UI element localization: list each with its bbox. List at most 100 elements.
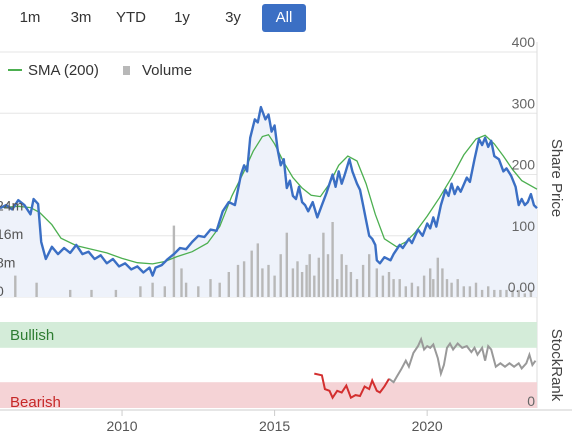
volume-bar xyxy=(349,272,353,297)
volume-bar xyxy=(308,254,311,297)
volume-bar xyxy=(368,254,371,297)
volume-bar xyxy=(517,289,520,297)
tab-all[interactable]: All xyxy=(262,4,306,32)
volume-bar xyxy=(261,268,264,297)
tab-1y[interactable]: 1y xyxy=(174,9,190,26)
tab-3m[interactable]: 3m xyxy=(70,9,92,26)
volume-bar xyxy=(184,282,188,297)
volume-bar xyxy=(242,261,246,297)
volume-bar xyxy=(180,268,183,297)
volume-bar xyxy=(456,279,459,297)
volume-bar xyxy=(523,293,526,297)
volume-bar xyxy=(422,275,426,297)
volume-bar xyxy=(505,289,508,297)
volume-bar xyxy=(468,286,472,297)
stockrank-line xyxy=(388,336,537,384)
x-tick-label: 2020 xyxy=(412,418,443,434)
price-tick-label: 100 xyxy=(512,218,536,234)
volume-bar xyxy=(197,286,200,297)
volume-bar xyxy=(279,254,282,297)
volume-bar xyxy=(114,289,118,297)
volume-bar xyxy=(14,275,17,297)
volume-bar xyxy=(227,272,230,297)
volume-bar xyxy=(172,225,176,297)
volume-bar xyxy=(317,257,320,297)
volume-bar xyxy=(429,268,432,297)
volume-bar xyxy=(151,282,154,297)
volume-bar xyxy=(345,264,348,297)
price-tick-label: 400 xyxy=(512,34,536,50)
volume-bar xyxy=(529,289,533,297)
volume-tick-label: 0 xyxy=(0,283,4,299)
volume-bars xyxy=(14,222,533,297)
x-tick-label: 2010 xyxy=(106,418,137,434)
volume-bar xyxy=(296,261,299,297)
volume-bar xyxy=(445,279,449,297)
volume-legend-swatch xyxy=(123,66,130,75)
volume-bar xyxy=(410,282,414,297)
volume-bar xyxy=(462,286,465,297)
price-tick-label: 200 xyxy=(512,157,536,173)
volume-bar xyxy=(35,282,38,297)
volume-tick-label: 8m xyxy=(0,254,15,270)
stockrank-bearish-line xyxy=(314,372,390,400)
price-tick-label: 0.00 xyxy=(508,279,535,295)
volume-bar xyxy=(340,254,343,297)
volume-bar xyxy=(499,289,502,297)
stockrank-panel: Bullish Bearish 0 StockRank xyxy=(0,322,565,411)
volume-bar xyxy=(139,286,142,297)
volume-bar xyxy=(511,289,514,297)
stockrank-tick-0: 0 xyxy=(527,393,535,409)
stockrank-axis-title: StockRank xyxy=(548,329,565,402)
tab-ytd[interactable]: YTD xyxy=(116,9,146,26)
volume-bar xyxy=(69,289,72,297)
volume-bar xyxy=(436,257,439,297)
volume-bar xyxy=(487,286,490,297)
volume-bar xyxy=(381,275,385,297)
volume-bar xyxy=(450,282,453,297)
tab-3y[interactable]: 3y xyxy=(225,9,241,26)
x-axis-ticks: 2010 2015 2020 xyxy=(106,410,443,434)
volume-bar xyxy=(285,232,288,297)
volume-tick-label: 16m xyxy=(0,226,23,242)
volume-bar xyxy=(273,275,276,297)
sma-legend-label[interactable]: SMA (200) xyxy=(28,62,99,79)
tab-1m[interactable]: 1m xyxy=(19,9,41,26)
x-tick-label: 2015 xyxy=(259,418,290,434)
volume-bar xyxy=(326,254,330,297)
volume-bar xyxy=(416,286,420,297)
volume-bar xyxy=(305,264,308,297)
volume-bar xyxy=(331,222,334,297)
volume-bar xyxy=(355,279,359,297)
volume-legend-label[interactable]: Volume xyxy=(142,62,192,79)
volume-bar xyxy=(493,289,496,297)
volume-bar xyxy=(361,264,365,297)
volume-bar xyxy=(404,286,407,297)
bearish-label: Bearish xyxy=(10,394,61,411)
volume-bar xyxy=(474,282,478,297)
volume-bar xyxy=(300,272,304,297)
chart-legend: SMA (200) Volume xyxy=(8,62,192,79)
volume-bar xyxy=(441,268,444,297)
volume-bar xyxy=(313,275,316,297)
volume-bar xyxy=(218,282,221,297)
volume-bar xyxy=(336,279,339,297)
volume-tick-label: 24m xyxy=(0,197,23,213)
volume-bar xyxy=(398,279,401,297)
volume-bar xyxy=(375,268,378,297)
volume-bar xyxy=(236,264,240,297)
volume-bar xyxy=(250,250,253,297)
volume-bar xyxy=(291,268,295,297)
price-axis-ticks: 0.00 100 200 300 400 xyxy=(508,34,535,295)
volume-bar xyxy=(392,279,395,297)
volume-bar xyxy=(256,243,259,297)
volume-bar xyxy=(90,289,93,297)
volume-bar xyxy=(163,286,166,297)
volume-bar xyxy=(480,289,484,297)
volume-bar xyxy=(387,272,391,297)
volume-bar xyxy=(322,232,325,297)
bullish-band xyxy=(0,322,537,348)
volume-bar xyxy=(267,264,270,297)
volume-axis-ticks: 0 8m 16m 24m xyxy=(0,197,23,299)
